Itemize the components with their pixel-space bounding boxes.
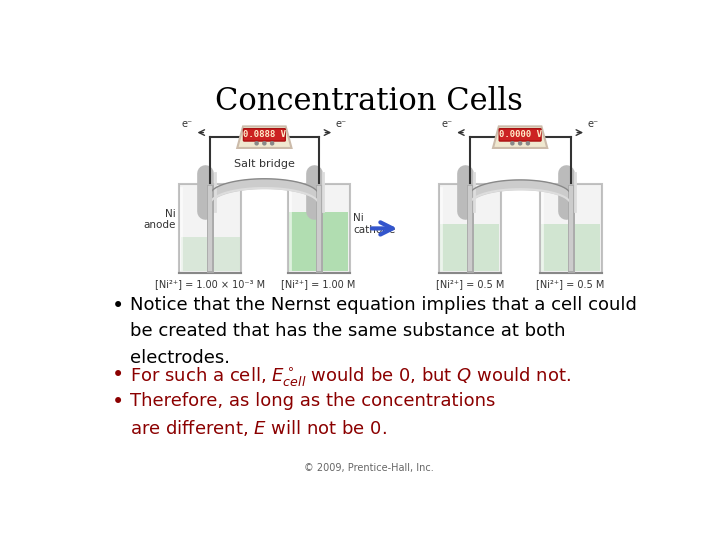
Text: © 2009, Prentice-Hall, Inc.: © 2009, Prentice-Hall, Inc. — [304, 463, 434, 473]
Text: e⁻: e⁻ — [588, 119, 598, 130]
Text: e⁻: e⁻ — [182, 119, 193, 130]
Text: Notice that the Nernst equation implies that a cell could
be created that has th: Notice that the Nernst equation implies … — [130, 296, 637, 367]
Text: 0.0000 V: 0.0000 V — [499, 130, 541, 139]
FancyBboxPatch shape — [179, 184, 241, 273]
Text: e⁻: e⁻ — [441, 119, 453, 130]
Text: [Ni²⁺] = 1.00 × 10⁻³ M: [Ni²⁺] = 1.00 × 10⁻³ M — [155, 279, 265, 289]
Text: [Ni²⁺] = 0.5 M: [Ni²⁺] = 0.5 M — [536, 279, 605, 289]
Text: For such a cell, $E^\circ_\mathit{cell}$ would be 0, but $Q$ would not.: For such a cell, $E^\circ_\mathit{cell}$… — [130, 365, 572, 388]
Text: •: • — [112, 365, 124, 385]
Circle shape — [271, 142, 274, 145]
FancyBboxPatch shape — [539, 184, 601, 273]
Circle shape — [510, 142, 514, 145]
Text: e⁻: e⁻ — [336, 119, 347, 130]
FancyBboxPatch shape — [181, 237, 240, 271]
FancyBboxPatch shape — [289, 212, 348, 271]
Circle shape — [526, 142, 529, 145]
Polygon shape — [238, 126, 292, 148]
Text: •: • — [112, 296, 124, 316]
FancyBboxPatch shape — [441, 224, 499, 271]
Text: [Ni²⁺] = 0.5 M: [Ni²⁺] = 0.5 M — [436, 279, 504, 289]
Text: Concentration Cells: Concentration Cells — [215, 86, 523, 117]
Circle shape — [255, 142, 258, 145]
FancyBboxPatch shape — [243, 129, 285, 141]
FancyBboxPatch shape — [541, 224, 600, 271]
FancyBboxPatch shape — [499, 129, 541, 141]
Text: Ni
anode: Ni anode — [143, 209, 175, 231]
FancyBboxPatch shape — [287, 184, 350, 273]
Text: 0.0888 V: 0.0888 V — [243, 130, 286, 139]
Circle shape — [263, 142, 266, 145]
Text: •: • — [112, 392, 124, 412]
Text: Ni
cathode: Ni cathode — [354, 213, 396, 235]
Text: Salt bridge: Salt bridge — [234, 159, 294, 168]
Circle shape — [518, 142, 522, 145]
Text: Therefore, as long as the concentrations
are different, $E$ will not be 0.: Therefore, as long as the concentrations… — [130, 392, 495, 438]
Text: [Ni²⁺] = 1.00 M: [Ni²⁺] = 1.00 M — [282, 279, 356, 289]
FancyBboxPatch shape — [438, 184, 500, 273]
Polygon shape — [493, 126, 547, 148]
